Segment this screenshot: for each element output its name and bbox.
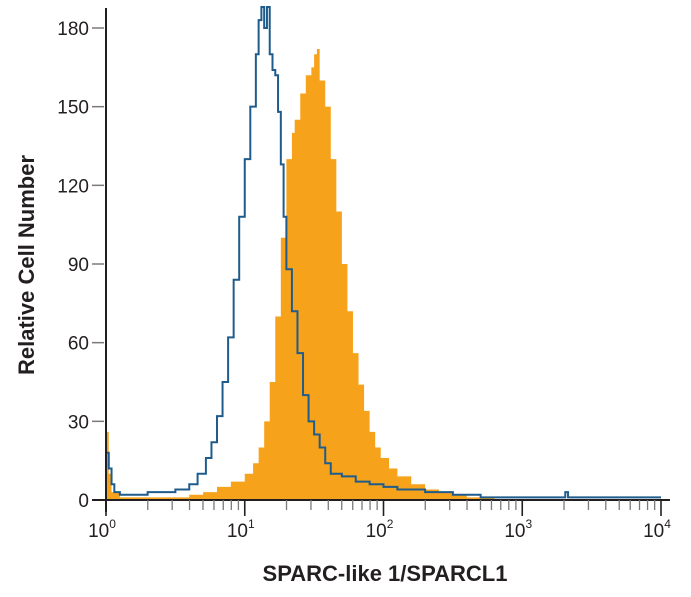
plot-area bbox=[106, 6, 661, 500]
y-tick-label: 150 bbox=[57, 98, 89, 119]
stained-histogram-fill bbox=[106, 48, 497, 500]
y-axis-title: Relative Cell Number bbox=[14, 155, 39, 376]
x-axis: 100 101 102 103 104 bbox=[88, 499, 671, 542]
x-tick-label: 100 bbox=[88, 517, 116, 542]
y-axis: 0 30 60 90 120 150 180 bbox=[57, 8, 107, 512]
y-tick-label: 90 bbox=[68, 255, 89, 276]
y-tick-label: 120 bbox=[57, 176, 89, 197]
y-tick-label: 30 bbox=[68, 412, 89, 433]
x-tick-label: 104 bbox=[643, 517, 671, 542]
x-tick-label: 103 bbox=[504, 517, 532, 542]
x-axis-title: SPARC-like 1/SPARCL1 bbox=[263, 561, 508, 586]
x-tick-label: 102 bbox=[366, 517, 394, 542]
y-tick-label: 0 bbox=[78, 491, 89, 512]
control-histogram-outline bbox=[106, 6, 661, 499]
x-tick-label: 101 bbox=[227, 517, 255, 542]
y-tick-label: 180 bbox=[57, 19, 89, 40]
y-tick-label: 60 bbox=[68, 334, 89, 355]
